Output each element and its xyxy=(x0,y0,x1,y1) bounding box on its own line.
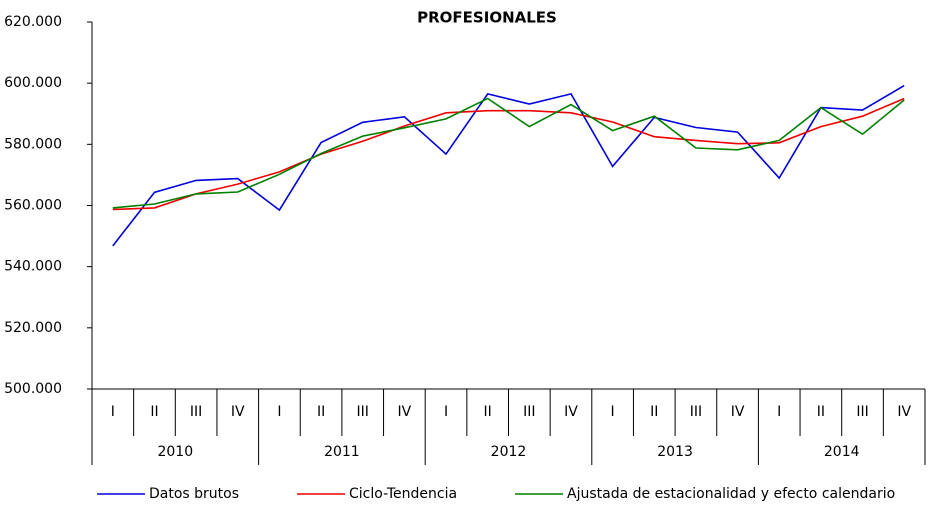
x-tick-label: I xyxy=(777,404,781,420)
group-label: 2014 xyxy=(824,444,860,460)
legend-label: Ciclo-Tendencia xyxy=(349,486,457,502)
x-tick-label: II xyxy=(484,404,492,420)
legend-label: Datos brutos xyxy=(149,486,239,502)
series-line xyxy=(112,97,905,209)
x-tick-label: II xyxy=(317,404,325,420)
y-tick-label: 620.000 xyxy=(4,14,62,30)
series-line xyxy=(112,84,905,247)
group-label: 2012 xyxy=(491,444,527,460)
group-label: 2011 xyxy=(324,444,360,460)
x-tick-label: IV xyxy=(731,404,745,420)
x-tick-label: IV xyxy=(897,404,911,420)
x-tick-label: II xyxy=(817,404,825,420)
y-tick-label: 580.000 xyxy=(4,136,62,152)
x-tick-label: I xyxy=(444,404,448,420)
x-tick-label: II xyxy=(150,404,158,420)
x-tick-label: II xyxy=(650,404,658,420)
y-tick-label: 600.000 xyxy=(4,75,62,91)
x-tick-label: I xyxy=(277,404,281,420)
y-tick-label: 560.000 xyxy=(4,198,62,214)
y-tick-label: 500.000 xyxy=(4,381,62,397)
x-tick-label: I xyxy=(111,404,115,420)
x-tick-label: IV xyxy=(231,404,245,420)
x-tick-label: III xyxy=(523,404,535,420)
series-line xyxy=(112,97,905,211)
group-label: 2010 xyxy=(157,444,193,460)
y-tick-label: 540.000 xyxy=(4,259,62,275)
x-tick-label: IV xyxy=(564,404,578,420)
y-tick-label: 520.000 xyxy=(4,320,62,336)
x-tick-label: III xyxy=(690,404,702,420)
chart-title: PROFESIONALES xyxy=(417,9,557,27)
x-tick-label: III xyxy=(357,404,369,420)
x-tick-label: III xyxy=(856,404,868,420)
x-tick-label: IV xyxy=(398,404,412,420)
group-label: 2013 xyxy=(657,444,693,460)
x-tick-label: III xyxy=(190,404,202,420)
legend-label: Ajustada de estacionalidad y efecto cale… xyxy=(567,486,895,502)
x-tick-label: I xyxy=(611,404,615,420)
